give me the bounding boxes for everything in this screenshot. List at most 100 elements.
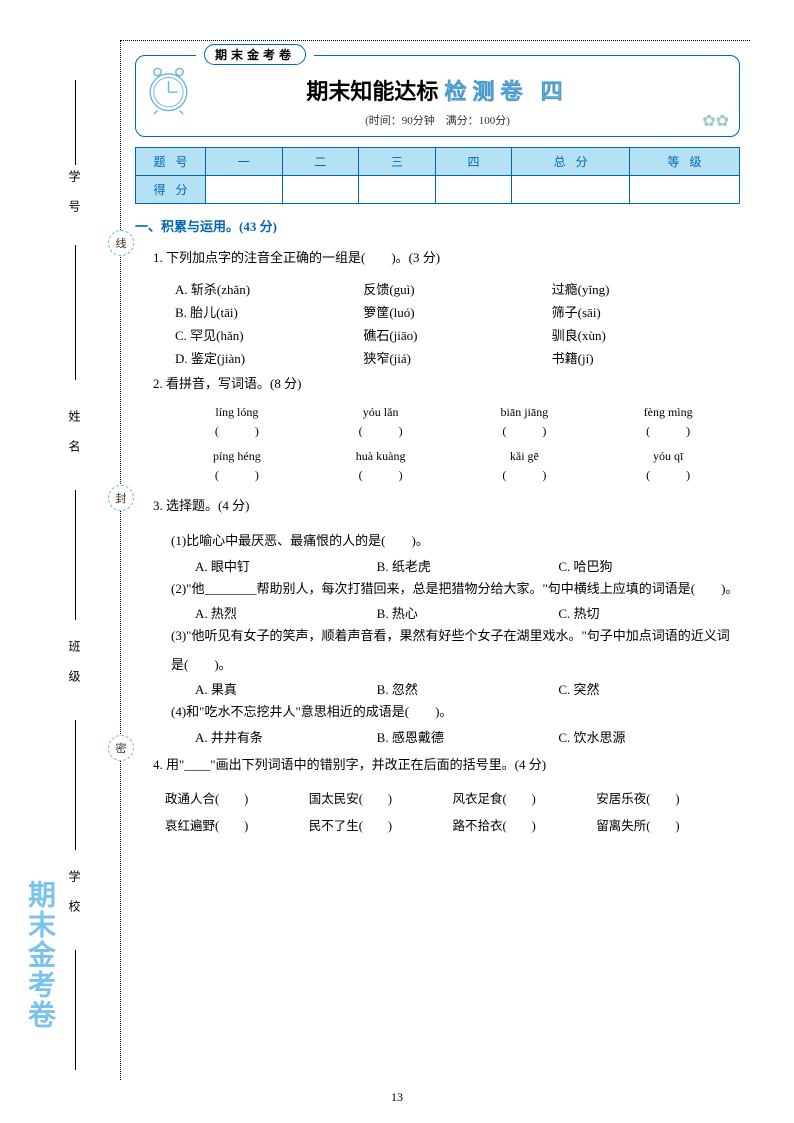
p: kǎi gē <box>453 449 597 464</box>
q1-b2: 箩筐(luó) <box>363 302 551 321</box>
q3-2: (2)"他________帮助别人，每次打猎回来，总是把猎物分给大家。"句中横线… <box>171 575 740 604</box>
b[interactable]: ( ) <box>453 422 597 439</box>
b[interactable]: ( ) <box>596 422 740 439</box>
q1-a1: A. 斩杀(zhǎn) <box>175 279 363 298</box>
b[interactable]: ( ) <box>309 422 453 439</box>
side-line <box>75 80 76 165</box>
title-part-b: 检测卷 四 <box>445 79 569 104</box>
score-cell[interactable] <box>282 176 359 204</box>
th-total: 总分 <box>512 148 630 176</box>
q1-a2: 反馈(guì) <box>363 279 551 298</box>
b[interactable]: ( ) <box>165 466 309 483</box>
p: fèng mìng <box>596 405 740 420</box>
q3-4: (4)和"吃水不忘挖井人"意思相近的成语是( )。 <box>171 698 740 727</box>
score-cell[interactable] <box>512 176 630 204</box>
q1-d2: 狭窄(jiá) <box>363 348 551 367</box>
q3-1: (1)比喻心中最厌恶、最痛恨的人的是( )。 <box>171 527 740 556</box>
q3-3-opts: A. 果真 B. 忽然 C. 突然 <box>195 679 740 698</box>
q1-row-d: D. 鉴定(jiàn) 狭窄(jiá) 书籍(jí) <box>175 348 740 367</box>
side-label-school: 学校 <box>66 870 83 930</box>
header-box: 期末金考卷 期末知能达标 检测卷 四 (时间：90分钟 满分：100分) ✿✿ <box>135 55 740 137</box>
score-cell[interactable] <box>435 176 512 204</box>
score-table: 题号 一 二 三 四 总分 等级 得分 <box>135 147 740 204</box>
w: 政通人合( ) <box>165 786 309 814</box>
score-cell[interactable] <box>206 176 283 204</box>
side-line <box>75 720 76 850</box>
p: biān jiāng <box>453 405 597 420</box>
side-label-student-id: 学号 <box>66 170 83 230</box>
q1-row-b: B. 胎儿(tāi) 箩筐(luó) 筛子(sāi) <box>175 302 740 321</box>
p: yóu lǎn <box>309 405 453 420</box>
q3-4-opts: A. 井井有条 B. 感恩戴德 C. 饮水思源 <box>195 727 740 746</box>
header-badge: 期末金考卷 <box>196 44 314 65</box>
section-1-title: 一、积累与运用。(43 分) <box>135 216 740 235</box>
side-line <box>75 490 76 620</box>
q3-3: (3)"他听见有女子的笑声，顺着声音看，果然有好些个女子在湖里戏水。"句子中加点… <box>171 622 740 679</box>
th-2: 二 <box>282 148 359 176</box>
b[interactable]: ( ) <box>596 466 740 483</box>
o: C. 热切 <box>558 603 740 622</box>
p: huà kuàng <box>309 449 453 464</box>
q1-row-c: C. 罕见(hǎn) 礁石(jiāo) 驯良(xùn) <box>175 325 740 344</box>
th-1: 一 <box>206 148 283 176</box>
b[interactable]: ( ) <box>165 422 309 439</box>
th-4: 四 <box>435 148 512 176</box>
th-3: 三 <box>359 148 436 176</box>
q2-blank-1: ( ) ( ) ( ) ( ) <box>165 422 740 439</box>
b[interactable]: ( ) <box>309 466 453 483</box>
o: A. 井井有条 <box>195 727 377 746</box>
o: A. 眼中钉 <box>195 556 377 575</box>
q2-pinyin-2: píng héng huà kuàng kǎi gē yóu qī <box>165 449 740 464</box>
b[interactable]: ( ) <box>453 466 597 483</box>
badge-text: 期末金考卷 <box>204 44 306 65</box>
q1-b3: 筛子(sāi) <box>552 302 740 321</box>
clock-icon <box>141 61 196 116</box>
q1-d1: D. 鉴定(jiàn) <box>175 348 363 367</box>
table-score-row: 得分 <box>136 176 740 204</box>
q3-stem: 3. 选择题。(4 分) <box>153 493 740 519</box>
w: 哀红遍野( ) <box>165 813 309 841</box>
main-content: 期末金考卷 期末知能达标 检测卷 四 (时间：90分钟 满分：100分) ✿✿ … <box>135 55 740 841</box>
q1-b1: B. 胎儿(tāi) <box>175 302 363 321</box>
o: B. 感恩戴德 <box>377 727 559 746</box>
th-number: 题号 <box>136 148 206 176</box>
w: 路不拾衣( ) <box>453 813 597 841</box>
side-line <box>75 950 76 1070</box>
side-line <box>75 245 76 380</box>
w: 民不了生( ) <box>309 813 453 841</box>
side-label-name: 姓名 <box>66 410 83 470</box>
o: B. 纸老虎 <box>377 556 559 575</box>
q3-1-opts: A. 眼中钉 B. 纸老虎 C. 哈巴狗 <box>195 556 740 575</box>
p: líng lóng <box>165 405 309 420</box>
q4-row-2: 哀红遍野( ) 民不了生( ) 路不拾衣( ) 留离失所( ) <box>165 813 740 841</box>
o: C. 饮水思源 <box>558 727 740 746</box>
circle-xian: 线 <box>108 230 134 256</box>
score-cell[interactable] <box>359 176 436 204</box>
subtitle: (时间：90分钟 满分：100分) <box>146 112 729 128</box>
q1-row-a: A. 斩杀(zhǎn) 反馈(guì) 过瘾(yǐng) <box>175 279 740 298</box>
q2-stem: 2. 看拼音，写词语。(8 分) <box>153 371 740 397</box>
o: B. 热心 <box>377 603 559 622</box>
q3-2-opts: A. 热烈 B. 热心 C. 热切 <box>195 603 740 622</box>
table-header-row: 题号 一 二 三 四 总分 等级 <box>136 148 740 176</box>
main-title: 期末知能达标 检测卷 四 <box>146 74 729 106</box>
circle-mi: 密 <box>108 735 134 761</box>
flower-icon: ✿✿ <box>702 111 729 131</box>
q2-pinyin-1: líng lóng yóu lǎn biān jiāng fèng mìng <box>165 405 740 420</box>
q4-row-1: 政通人合( ) 国太民安( ) 风衣足食( ) 安居乐夜( ) <box>165 786 740 814</box>
w: 风衣足食( ) <box>453 786 597 814</box>
score-cell[interactable] <box>630 176 740 204</box>
o: B. 忽然 <box>377 679 559 698</box>
p: yóu qī <box>596 449 740 464</box>
o: C. 突然 <box>558 679 740 698</box>
side-label-class: 班级 <box>66 640 83 700</box>
td-label: 得分 <box>136 176 206 204</box>
q4-stem: 4. 用"____"画出下列词语中的错别字，并改正在后面的括号里。(4 分) <box>153 752 740 778</box>
page-number: 13 <box>0 1090 794 1105</box>
q1-a3: 过瘾(yǐng) <box>552 279 740 298</box>
q1-c1: C. 罕见(hǎn) <box>175 325 363 344</box>
th-grade: 等级 <box>630 148 740 176</box>
p: píng héng <box>165 449 309 464</box>
o: A. 热烈 <box>195 603 377 622</box>
q2-blank-2: ( ) ( ) ( ) ( ) <box>165 466 740 483</box>
